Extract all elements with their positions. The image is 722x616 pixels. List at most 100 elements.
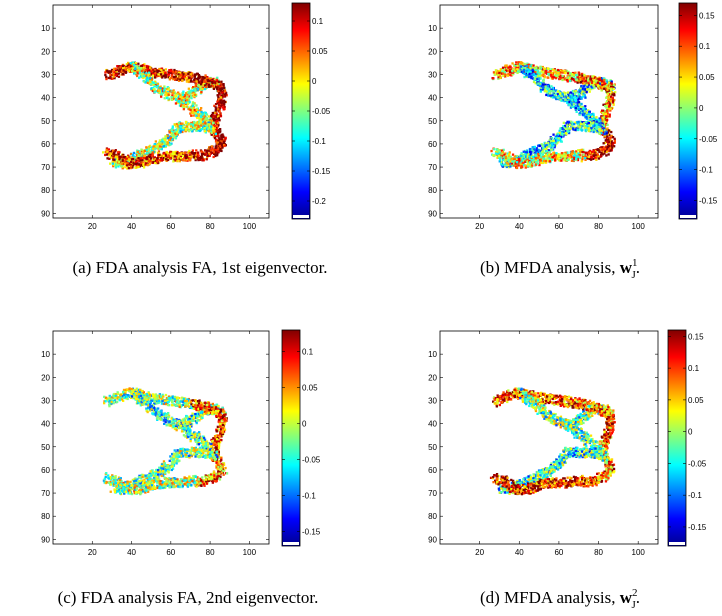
- heatmap-cell: [551, 94, 554, 97]
- heatmap-cell: [167, 97, 170, 100]
- heatmap-cell: [213, 137, 217, 140]
- heatmap-cell: [560, 94, 563, 97]
- heatmap-cell: [585, 156, 588, 160]
- heatmap-cell: [531, 69, 535, 73]
- heatmap-cell: [523, 164, 526, 167]
- heatmap-cell: [542, 78, 545, 81]
- heatmap-cell: [538, 67, 541, 70]
- heatmap-cell: [520, 67, 523, 70]
- heatmap-cell: [216, 87, 219, 90]
- heatmap-cell: [149, 157, 153, 160]
- heatmap-cell: [556, 157, 559, 161]
- heatmap-cell: [187, 72, 190, 76]
- heatmap-cell: [156, 84, 159, 88]
- heatmap-cell: [221, 145, 224, 148]
- heatmap-cell: [194, 124, 197, 127]
- heatmap-cell: [127, 154, 130, 157]
- heatmap-cell: [536, 77, 539, 81]
- heatmap-cell: [581, 72, 584, 76]
- heatmap-cell: [178, 152, 181, 155]
- heatmap-cell: [158, 145, 162, 148]
- heatmap-cell: [589, 78, 592, 81]
- heatmap-cell: [138, 71, 141, 75]
- heatmap-cell: [515, 66, 518, 69]
- heatmap-cell: [545, 93, 548, 97]
- heatmap-cell: [590, 87, 593, 91]
- heatmap-cell: [117, 153, 120, 156]
- heatmap-cell: [580, 84, 583, 88]
- heatmap-cell: [613, 139, 616, 142]
- heatmap-cell: [566, 125, 569, 128]
- heatmap-cell: [212, 87, 216, 90]
- heatmap-cell: [107, 154, 110, 157]
- heatmap-cell: [522, 70, 525, 73]
- heatmap-cell: [192, 155, 195, 158]
- heatmap-cell: [562, 125, 565, 128]
- heatmap-cell: [611, 101, 614, 104]
- heatmap-cell: [550, 137, 554, 140]
- heatmap-cell: [142, 150, 145, 153]
- heatmap-cell: [178, 153, 181, 156]
- heatmap-cell: [515, 154, 518, 158]
- heatmap-cell: [539, 65, 542, 68]
- heatmap-cell: [497, 77, 500, 80]
- heatmap-cell: [523, 159, 526, 162]
- heatmap-cell: [176, 93, 179, 96]
- heatmap-cell: [565, 133, 568, 136]
- heatmap-cell: [603, 152, 606, 155]
- heatmap-cell: [524, 160, 527, 163]
- heatmap-cell: [163, 138, 166, 141]
- heatmap-cell: [190, 109, 194, 112]
- heatmap-cell: [164, 87, 167, 91]
- heatmap-cell: [596, 148, 599, 151]
- heatmap-cell: [142, 69, 145, 72]
- heatmap-cell: [502, 72, 505, 75]
- heatmap-cell: [210, 119, 213, 123]
- heatmap-cell: [580, 107, 583, 110]
- heatmap-cell: [601, 117, 604, 120]
- heatmap-cell: [502, 148, 505, 151]
- heatmap-cell: [199, 118, 202, 121]
- panel-2: 20 40 60 80 1001020304050607080900.150.10.05…: [428, 2, 718, 281]
- heatmap-cell: [568, 96, 572, 100]
- heatmap-cell: [188, 130, 191, 133]
- heatmap-cell: [176, 133, 179, 136]
- heatmap-cell: [505, 164, 508, 167]
- heatmap-cell: [606, 133, 610, 136]
- heatmap-cell: [598, 83, 602, 86]
- heatmap-cell: [162, 156, 165, 160]
- heatmap-cell: [523, 75, 526, 79]
- heatmap-cell: [571, 125, 574, 128]
- heatmap-cell: [511, 160, 514, 163]
- heatmap-cell: [172, 151, 175, 154]
- heatmap-cell: [610, 82, 613, 85]
- heatmap-cell: [194, 153, 197, 156]
- heatmap-cell: [153, 88, 156, 91]
- heatmap-cell: [507, 162, 510, 165]
- heatmap-cell: [562, 121, 565, 124]
- heatmap-cell: [610, 130, 613, 134]
- heatmap-cell: [572, 75, 575, 78]
- heatmap-cell: [132, 162, 135, 165]
- heatmap-cell: [607, 138, 611, 141]
- heatmap-cell: [174, 125, 178, 128]
- heatmap-cell: [142, 163, 145, 166]
- heatmap-cell: [535, 147, 539, 150]
- heatmap-cell: [209, 79, 212, 82]
- heatmap-cell: [521, 158, 524, 161]
- heatmap-cell: [139, 159, 143, 162]
- heatmap-cell: [607, 81, 611, 84]
- heatmap-cell: [195, 84, 198, 88]
- heatmap-cell: [197, 84, 200, 88]
- heatmap-cell: [150, 153, 154, 156]
- heatmap-cell: [515, 158, 519, 161]
- heatmap-cell: [597, 155, 600, 158]
- heatmap-cell: [590, 155, 593, 159]
- heatmap-cell: [548, 157, 551, 160]
- heatmap-cell: [561, 78, 564, 82]
- heatmap-cell: [199, 116, 202, 119]
- heatmap-cell: [170, 76, 173, 80]
- heatmap-cell: [146, 81, 149, 84]
- heatmap-cell: [170, 132, 173, 135]
- heatmap-cell: [505, 66, 508, 69]
